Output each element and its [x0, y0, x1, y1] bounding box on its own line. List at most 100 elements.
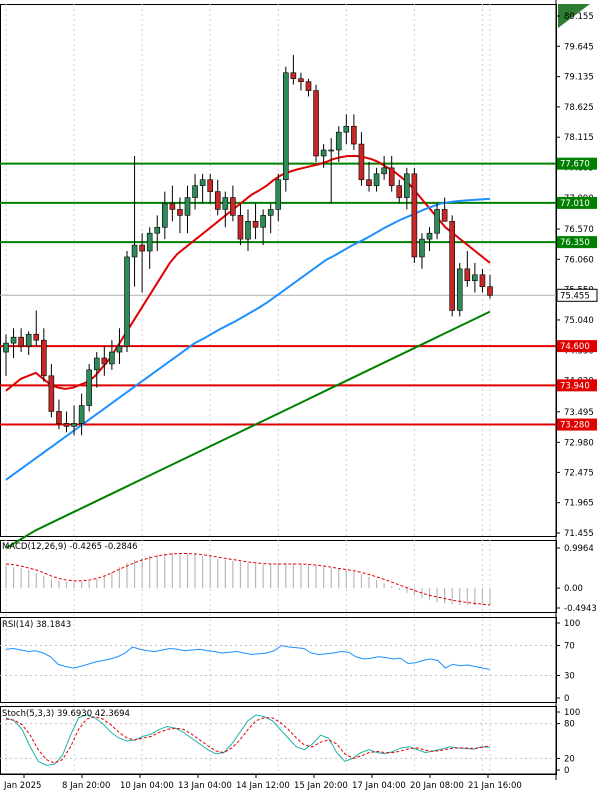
candle-bull [199, 179, 206, 186]
candle-bear [305, 81, 312, 91]
x-tick-label: 10 Jan 04:00 [120, 781, 174, 791]
y-tick-label: 79.135 [564, 73, 594, 83]
candle-bear [479, 274, 486, 287]
x-tick-label: 13 Jan 04:00 [178, 781, 232, 791]
candle-bear [177, 209, 183, 216]
level-label-box [557, 340, 597, 353]
candle-bear [237, 215, 244, 240]
y-tick-label: 78.625 [564, 103, 594, 113]
candle-bull [78, 405, 85, 424]
level-label-box [557, 196, 597, 209]
candle-bear [41, 339, 47, 377]
candle-bear [214, 191, 221, 210]
candle-bull [146, 232, 153, 252]
candle-bull [222, 197, 229, 210]
candle-bull [275, 179, 282, 210]
candle-bear [358, 143, 365, 181]
candle-bear [396, 185, 403, 198]
candle-bull [184, 197, 191, 216]
y-tick-label: 72.475 [564, 468, 594, 478]
candle-bull [373, 173, 380, 186]
candle-bear [33, 333, 40, 341]
candle-bull [154, 226, 161, 234]
candle-bear [487, 286, 493, 296]
rsi-y-tick-label: 30 [564, 672, 575, 682]
candle-bull [283, 72, 289, 181]
current-price-box [556, 288, 598, 302]
y-tick-label: 79.645 [564, 42, 594, 52]
x-tick-label: Jan 2025 [3, 781, 41, 791]
x-tick-label: 14 Jan 12:00 [236, 781, 290, 791]
candle-bear [139, 244, 145, 252]
level-label: 73.940 [560, 381, 590, 391]
stoch-d-line [5, 716, 491, 764]
candle-bull [328, 149, 334, 152]
stoch-y-tick-label: 100 [564, 708, 580, 718]
stoch-k-line [5, 714, 491, 766]
candle-bear [290, 72, 297, 79]
candle-bear [298, 78, 304, 82]
stoch-y-tick-label: 20 [564, 754, 575, 764]
moving-average-line [5, 154, 491, 392]
candle-bull [381, 167, 387, 175]
x-tick-label: 21 Jan 16:00 [468, 781, 522, 791]
level-label-box [557, 236, 597, 249]
candle-bull [131, 244, 138, 258]
y-tick-label: 75.040 [564, 316, 594, 326]
candle-bull [86, 369, 92, 406]
y-tick-label: 72.980 [564, 438, 594, 448]
candle-bull [343, 125, 350, 133]
level-label-box [557, 379, 597, 392]
level-label: 73.280 [560, 421, 590, 431]
moving-average-line [5, 310, 491, 550]
rsi-title: RSI(14) 38.1843 [2, 620, 71, 630]
candle-bull [456, 268, 463, 311]
candle-bull [192, 185, 198, 198]
candle-bull [245, 221, 251, 240]
candle-bull [3, 342, 9, 353]
rsi-y-tick-label: 70 [564, 642, 575, 652]
candle-bull [419, 238, 425, 258]
y-tick-label: 76.570 [564, 225, 594, 235]
stoch-title: Stoch(5,3,3) 39.6930 42.3694 [2, 709, 130, 719]
macd-title: MACD(12,26,9) -0.4265 -0.2846 [2, 542, 138, 552]
candle-bull [93, 357, 100, 371]
level-label-box [557, 418, 597, 431]
candle-bull [426, 232, 433, 240]
stoch-y-tick-label: 0 [564, 766, 569, 776]
y-tick-label: 71.965 [564, 499, 594, 509]
rsi-y-tick-label: 100 [564, 619, 580, 629]
candle-bear [441, 209, 448, 222]
candle-bear [388, 167, 395, 186]
candle-bear [169, 203, 176, 210]
candle-bull [267, 209, 274, 216]
y-tick-label: 78.115 [564, 133, 594, 143]
candle-bull [335, 131, 342, 151]
candle-bull [320, 149, 327, 157]
rsi-y-tick-label: 0 [564, 694, 569, 704]
candle-bull [260, 215, 266, 228]
candle-bull [10, 336, 17, 344]
candle-bear [411, 173, 418, 258]
candle-bear [464, 268, 471, 282]
candle-bull [434, 209, 440, 234]
candle-bear [230, 197, 236, 216]
macd-y-tick-label: -0.4943 [564, 604, 597, 614]
candle-bear [252, 221, 259, 228]
candle-bull [472, 274, 478, 282]
candle-bear [313, 90, 319, 157]
current-price-label: 75.455 [560, 291, 590, 301]
candle-bull [162, 203, 168, 228]
candle-bull [25, 333, 32, 347]
candle-bear [449, 221, 455, 311]
candle-bear [366, 179, 372, 186]
candle-bear [101, 357, 108, 365]
rsi-line [5, 644, 491, 670]
candle-bull [404, 173, 410, 198]
level-label: 74.600 [560, 342, 590, 352]
candle-bull [116, 345, 123, 353]
y-tick-label: 73.495 [564, 408, 594, 418]
candle-bear [207, 179, 213, 192]
stoch-y-tick-label: 80 [564, 720, 575, 730]
